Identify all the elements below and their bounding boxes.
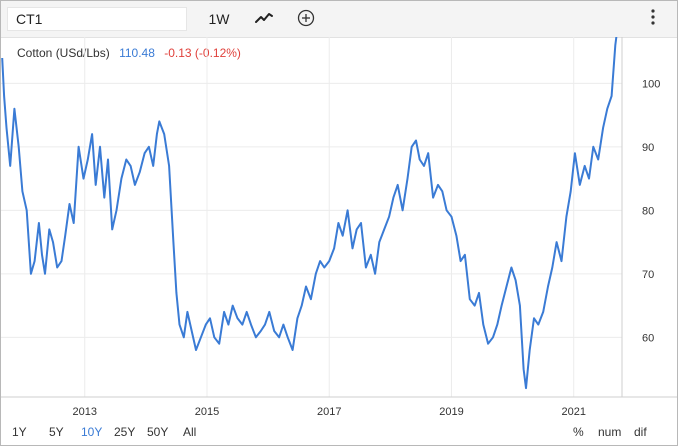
menu-button[interactable] xyxy=(645,7,661,31)
y-tick-label: 60 xyxy=(642,332,654,344)
x-tick-label: 2013 xyxy=(72,406,96,418)
line-chart-icon xyxy=(255,13,273,23)
last-price: 110.48 xyxy=(119,46,155,60)
y-tick-label: 70 xyxy=(642,269,654,281)
x-tick-label: 2019 xyxy=(439,406,463,418)
mode-num-button[interactable]: num xyxy=(598,425,622,439)
y-tick-label: 100 xyxy=(642,78,660,90)
x-tick-label: 2017 xyxy=(317,406,341,418)
add-circle-icon xyxy=(297,9,315,27)
range-all-button[interactable]: All xyxy=(183,425,197,439)
range-25y-button[interactable]: 25Y xyxy=(114,425,136,439)
mode-percent-button[interactable]: % xyxy=(573,425,584,439)
compare-button[interactable] xyxy=(294,7,318,31)
price-change: -0.13 (-0.12%) xyxy=(164,46,241,60)
x-tick-label: 2015 xyxy=(195,406,219,418)
y-tick-label: 80 xyxy=(642,205,654,217)
chart-type-button[interactable] xyxy=(251,7,277,31)
interval-button[interactable]: 1W xyxy=(208,11,230,27)
y-tick-label: 90 xyxy=(642,142,654,154)
range-5y-button[interactable]: 5Y xyxy=(49,425,64,439)
mode-dif-button[interactable]: dif xyxy=(634,425,647,439)
range-1y-button[interactable]: 1Y xyxy=(12,425,27,439)
symbol-input[interactable] xyxy=(7,7,187,31)
kebab-menu-icon xyxy=(651,9,655,25)
x-tick-label: 2021 xyxy=(561,406,585,418)
footer-bar: 1Y 5Y 10Y 25Y 50Y All % num dif xyxy=(1,420,677,444)
quote-line: Cotton (USd/Lbs) 110.48 -0.13 (-0.12%) xyxy=(17,46,247,60)
toolbar: 1W xyxy=(1,1,677,38)
range-10y-button[interactable]: 10Y xyxy=(81,425,103,439)
price-series-line xyxy=(1,37,618,390)
range-50y-button[interactable]: 50Y xyxy=(147,425,169,439)
instrument-name: Cotton (USd/Lbs) xyxy=(17,46,110,60)
